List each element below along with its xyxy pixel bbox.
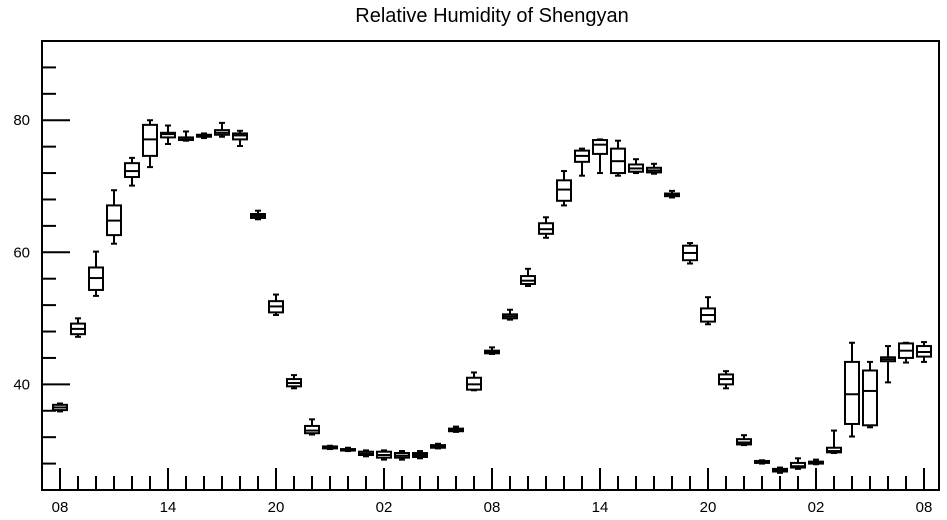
box-mark xyxy=(268,293,284,317)
y-tick-label: 80 xyxy=(13,112,30,129)
box-mark xyxy=(574,147,590,177)
y-tick-label: 60 xyxy=(13,244,30,261)
iqr-box xyxy=(592,139,608,155)
y-tick-label: 40 xyxy=(13,376,30,393)
box-mark xyxy=(52,402,68,413)
box-mark xyxy=(610,139,626,177)
box-mark xyxy=(376,449,392,461)
box-mark xyxy=(808,458,824,466)
box-mark xyxy=(484,346,500,355)
box-mark xyxy=(682,242,698,265)
box-mark xyxy=(898,341,914,364)
box-mark xyxy=(538,216,554,239)
box-mark xyxy=(880,345,896,384)
box-mark xyxy=(718,370,734,390)
x-tick-label: 20 xyxy=(268,499,285,516)
box-mark xyxy=(790,457,806,470)
box-mark xyxy=(448,425,464,433)
box-mark xyxy=(304,418,320,436)
box-mark xyxy=(916,341,932,363)
x-tick-label: 08 xyxy=(52,499,69,516)
box-mark xyxy=(772,466,788,474)
x-tick-label: 14 xyxy=(592,499,609,516)
box-mark xyxy=(196,132,212,140)
box-mark xyxy=(844,341,860,438)
box-mark xyxy=(628,158,644,175)
box-mark xyxy=(556,170,572,207)
box-mark xyxy=(412,450,428,460)
box-mark xyxy=(142,119,158,169)
box-mark xyxy=(826,429,842,455)
box-mark xyxy=(466,371,482,392)
box-mark xyxy=(214,121,230,138)
box-mark xyxy=(70,317,86,338)
chart-title: Relative Humidity of Shengyan xyxy=(355,5,628,27)
y-axis: 40 60 80 xyxy=(13,66,70,465)
box-mark xyxy=(232,129,248,147)
box-mark xyxy=(124,156,140,187)
box-mark xyxy=(592,138,608,175)
x-tick-label: 02 xyxy=(808,499,825,516)
box-mark xyxy=(754,459,770,465)
box-mark xyxy=(106,189,122,245)
box-series xyxy=(52,119,932,474)
box-mark xyxy=(646,162,662,175)
box-mark xyxy=(322,444,338,451)
box-mark xyxy=(862,360,878,429)
iqr-box xyxy=(844,360,860,425)
x-tick-label: 08 xyxy=(916,499,933,516)
box-mark xyxy=(286,374,302,390)
box-mark xyxy=(700,296,716,326)
box-mark xyxy=(430,442,446,450)
x-tick-label: 20 xyxy=(700,499,717,516)
box-mark xyxy=(736,434,752,447)
box-mark xyxy=(664,189,680,199)
box-mark xyxy=(358,449,374,458)
box-mark xyxy=(340,446,356,453)
plot-frame xyxy=(41,40,940,491)
x-tick-label: 08 xyxy=(484,499,501,516)
box-mark xyxy=(502,308,518,321)
box-mark xyxy=(394,450,410,461)
box-mark xyxy=(250,209,266,221)
x-tick-label: 02 xyxy=(376,499,393,516)
box-mark xyxy=(520,267,536,287)
box-mark xyxy=(160,124,176,146)
box-mark xyxy=(88,250,104,297)
box-mark xyxy=(178,130,194,142)
iqr-box xyxy=(862,369,878,427)
x-tick-label: 14 xyxy=(160,499,177,516)
x-axis: 08 14 20 02 08 14 20 02 08 xyxy=(52,468,933,516)
